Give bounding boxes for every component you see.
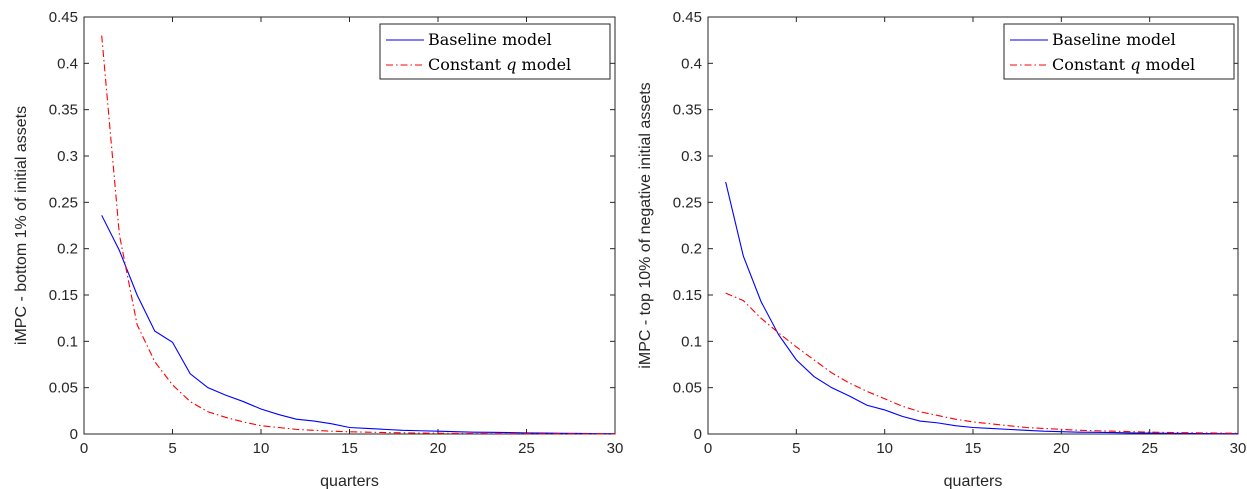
series-line-baseline: [725, 181, 1239, 435]
x-tick-label: 20: [430, 440, 447, 457]
x-tick-label: 30: [607, 440, 624, 457]
y-tick-label: 0.1: [681, 333, 702, 350]
x-tick-label: 5: [792, 440, 800, 457]
y-tick-label: 0.4: [681, 55, 702, 72]
x-tick-label: 15: [965, 440, 982, 457]
series-line-baseline: [101, 215, 616, 435]
legend-entry-label: Baseline model: [1052, 30, 1176, 49]
x-tick-label: 25: [1141, 440, 1158, 457]
x-tick-label: 10: [253, 440, 270, 457]
y-tick-label: 0.3: [681, 148, 702, 165]
x-tick-label: 20: [1053, 440, 1070, 457]
y-tick-label: 0.2: [57, 241, 78, 258]
legend: Baseline model Constant q model: [379, 23, 611, 80]
y-tick-label: 0.1: [57, 333, 78, 350]
y-tick-label: 0.25: [49, 194, 78, 211]
x-tick-label: 5: [168, 440, 176, 457]
legend-entry-label: Baseline model: [428, 30, 552, 49]
plot-area: [707, 16, 1239, 435]
y-tick-label: 0.35: [49, 102, 78, 119]
y-tick-label: 0: [70, 426, 78, 443]
y-axis-label: iMPC - bottom 1% of initial assets: [13, 106, 30, 345]
legend-entry-label: Constant q model: [428, 55, 571, 74]
series-line-constant-q: [725, 292, 1239, 434]
x-tick-label: 25: [518, 440, 535, 457]
x-axis-label: quarters: [944, 473, 1003, 489]
legend-box: [1003, 23, 1235, 80]
legend: Baseline model Constant q model: [1003, 23, 1235, 80]
x-axis-label: quarters: [320, 473, 379, 489]
x-tick-label: 30: [1230, 440, 1247, 457]
chart-panel-1: 0 5 10 15 20 25 30 0 0.05 0.1 0.15 0.2 0.25 0.3 0.35 0.…: [13, 9, 623, 489]
y-tick-label: 0.4: [57, 55, 78, 72]
y-tick-label: 0.35: [673, 102, 702, 119]
y-tick-label: 0.3: [57, 148, 78, 165]
y-tick-label: 0: [694, 426, 702, 443]
y-tick-label: 0.2: [681, 241, 702, 258]
y-tick-label: 0.45: [673, 9, 702, 26]
x-tick-label: 10: [876, 440, 893, 457]
y-axis-label: iMPC - top 10% of negative initial asset…: [637, 82, 654, 368]
y-tick-label: 0.45: [49, 9, 78, 26]
chart-panel-2: 0 5 10 15 20 25 30 0 0.05 0.1 0.15 0.2 0.25 0.3 0.35 0.…: [637, 9, 1246, 489]
plot-area: [83, 16, 616, 435]
y-tick-label: 0.15: [49, 287, 78, 304]
x-tick-label: 15: [341, 440, 358, 457]
y-tick-label: 0.15: [673, 287, 702, 304]
legend-entry-label: Constant q model: [1052, 55, 1195, 74]
legend-box: [379, 23, 611, 80]
x-tick-label: 0: [704, 440, 712, 457]
x-tick-label: 0: [80, 440, 88, 457]
y-tick-label: 0.05: [49, 380, 78, 397]
series-line-constant-q: [101, 35, 615, 435]
y-tick-label: 0.05: [673, 380, 702, 397]
y-tick-label: 0.25: [673, 194, 702, 211]
